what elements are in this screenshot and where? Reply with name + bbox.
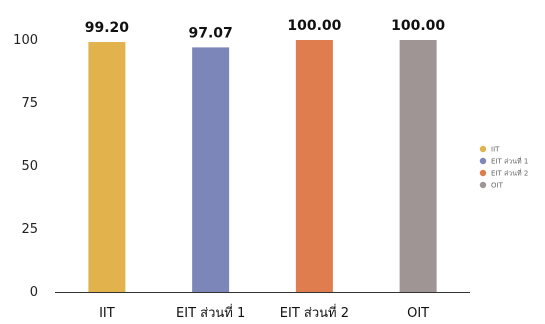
legend-label: EIT ส่วนที่ 1 [491, 157, 528, 166]
bar-value-label: 97.07 [188, 25, 232, 41]
bars [88, 40, 437, 293]
y-tick-label: 50 [21, 159, 38, 174]
y-tick-label: 0 [30, 285, 38, 300]
bar [88, 42, 126, 293]
bar-value-label: 100.00 [391, 18, 445, 34]
legend-label: OIT [491, 182, 504, 190]
bar-value-label: 99.20 [85, 20, 130, 36]
y-tick-label: 100 [13, 33, 38, 48]
category-label: OIT [407, 306, 429, 321]
legend-marker [479, 181, 487, 189]
y-tick-label: 75 [21, 96, 38, 111]
legend-marker [479, 169, 487, 177]
legend-marker [479, 157, 487, 165]
legend-marker [479, 145, 487, 153]
bar [399, 40, 437, 292]
legend: IIT EIT ส่วนที่ 1 EIT ส่วนที่ 2 OIT [479, 145, 528, 190]
category-labels: IIT EIT ส่วนที่ 1 EIT ส่วนที่ 2 OIT [99, 304, 429, 321]
category-label: EIT ส่วนที่ 2 [280, 304, 349, 321]
legend-label: IIT [491, 146, 500, 154]
category-label: EIT ส่วนที่ 1 [176, 304, 245, 321]
value-labels: 99.20 97.07 100.00 100.00 [85, 18, 446, 41]
bar [192, 47, 230, 292]
y-axis: 0 25 50 75 100 [13, 33, 38, 300]
bar [295, 40, 333, 292]
bar-value-label: 100.00 [287, 18, 341, 34]
y-tick-label: 25 [21, 222, 38, 237]
category-label: IIT [99, 306, 115, 321]
legend-label: EIT ส่วนที่ 2 [491, 169, 528, 178]
